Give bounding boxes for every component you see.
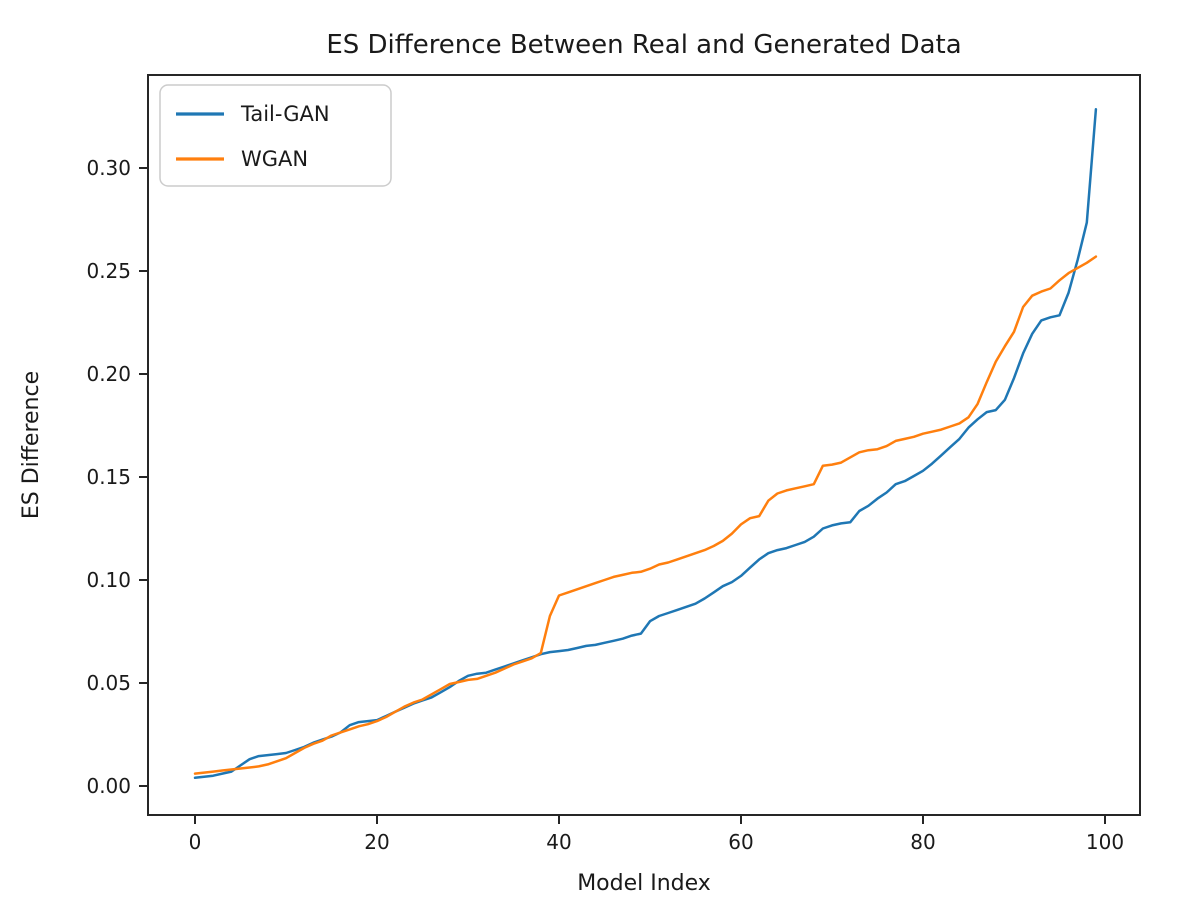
x-axis-label: Model Index [577, 871, 711, 896]
chart-title: ES Difference Between Real and Generated… [326, 30, 961, 60]
plot-border [147, 74, 1141, 816]
y-tick-label: 0.00 [86, 774, 131, 798]
x-tick-label: 80 [910, 830, 935, 854]
y-axis-label: ES Difference [19, 371, 44, 519]
legend-label-tail-gan: Tail-GAN [240, 102, 330, 126]
legend-label-wgan: WGAN [241, 147, 308, 171]
series-lines [193, 108, 1098, 780]
x-tick-label: 40 [546, 830, 571, 854]
legend-box [159, 84, 392, 187]
legend: Tail-GAN WGAN [159, 84, 392, 187]
series-line-tail-gan [193, 108, 1098, 780]
y-tick-label: 0.30 [86, 156, 131, 180]
x-tick-label: 20 [364, 830, 389, 854]
y-ticks: 0.00 0.05 0.10 0.15 0.20 0.25 0.30 [86, 156, 148, 798]
y-tick-label: 0.10 [86, 568, 131, 592]
y-tick-label: 0.20 [86, 362, 131, 386]
y-tick-label: 0.25 [86, 259, 131, 283]
x-tick-label: 100 [1086, 830, 1124, 854]
y-tick-label: 0.15 [86, 465, 131, 489]
x-ticks: 0 20 40 60 80 100 [189, 815, 1124, 854]
series-line-wgan [193, 255, 1098, 775]
x-tick-label: 0 [189, 830, 202, 854]
y-tick-label: 0.05 [86, 671, 131, 695]
x-tick-label: 60 [728, 830, 753, 854]
